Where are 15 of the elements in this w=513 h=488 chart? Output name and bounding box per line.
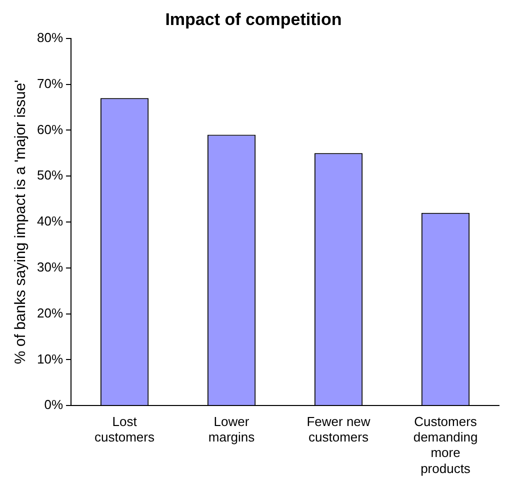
y-tick-label: 70%	[36, 76, 64, 91]
y-tick-label: 20%	[36, 305, 64, 320]
y-tick-label: 60%	[36, 122, 64, 137]
x-tick-label: Lost customers	[94, 414, 155, 445]
chart-title: Impact of competition	[165, 10, 342, 29]
y-tick-label: 80%	[36, 30, 64, 45]
x-tick-label: Fewer new customers	[306, 414, 371, 445]
y-tick-label: 30%	[36, 259, 64, 274]
y-tick-label: 10%	[36, 351, 64, 366]
y-axis-title: % of banks saying impact is a 'major issue'	[12, 80, 30, 364]
x-tick-label: Customers demanding more products	[413, 414, 478, 476]
y-tick-label: 50%	[36, 168, 64, 183]
y-tick-label: 40%	[36, 214, 64, 229]
x-tick-label: Lower margins	[208, 414, 256, 445]
y-tick-label: 0%	[44, 397, 64, 412]
